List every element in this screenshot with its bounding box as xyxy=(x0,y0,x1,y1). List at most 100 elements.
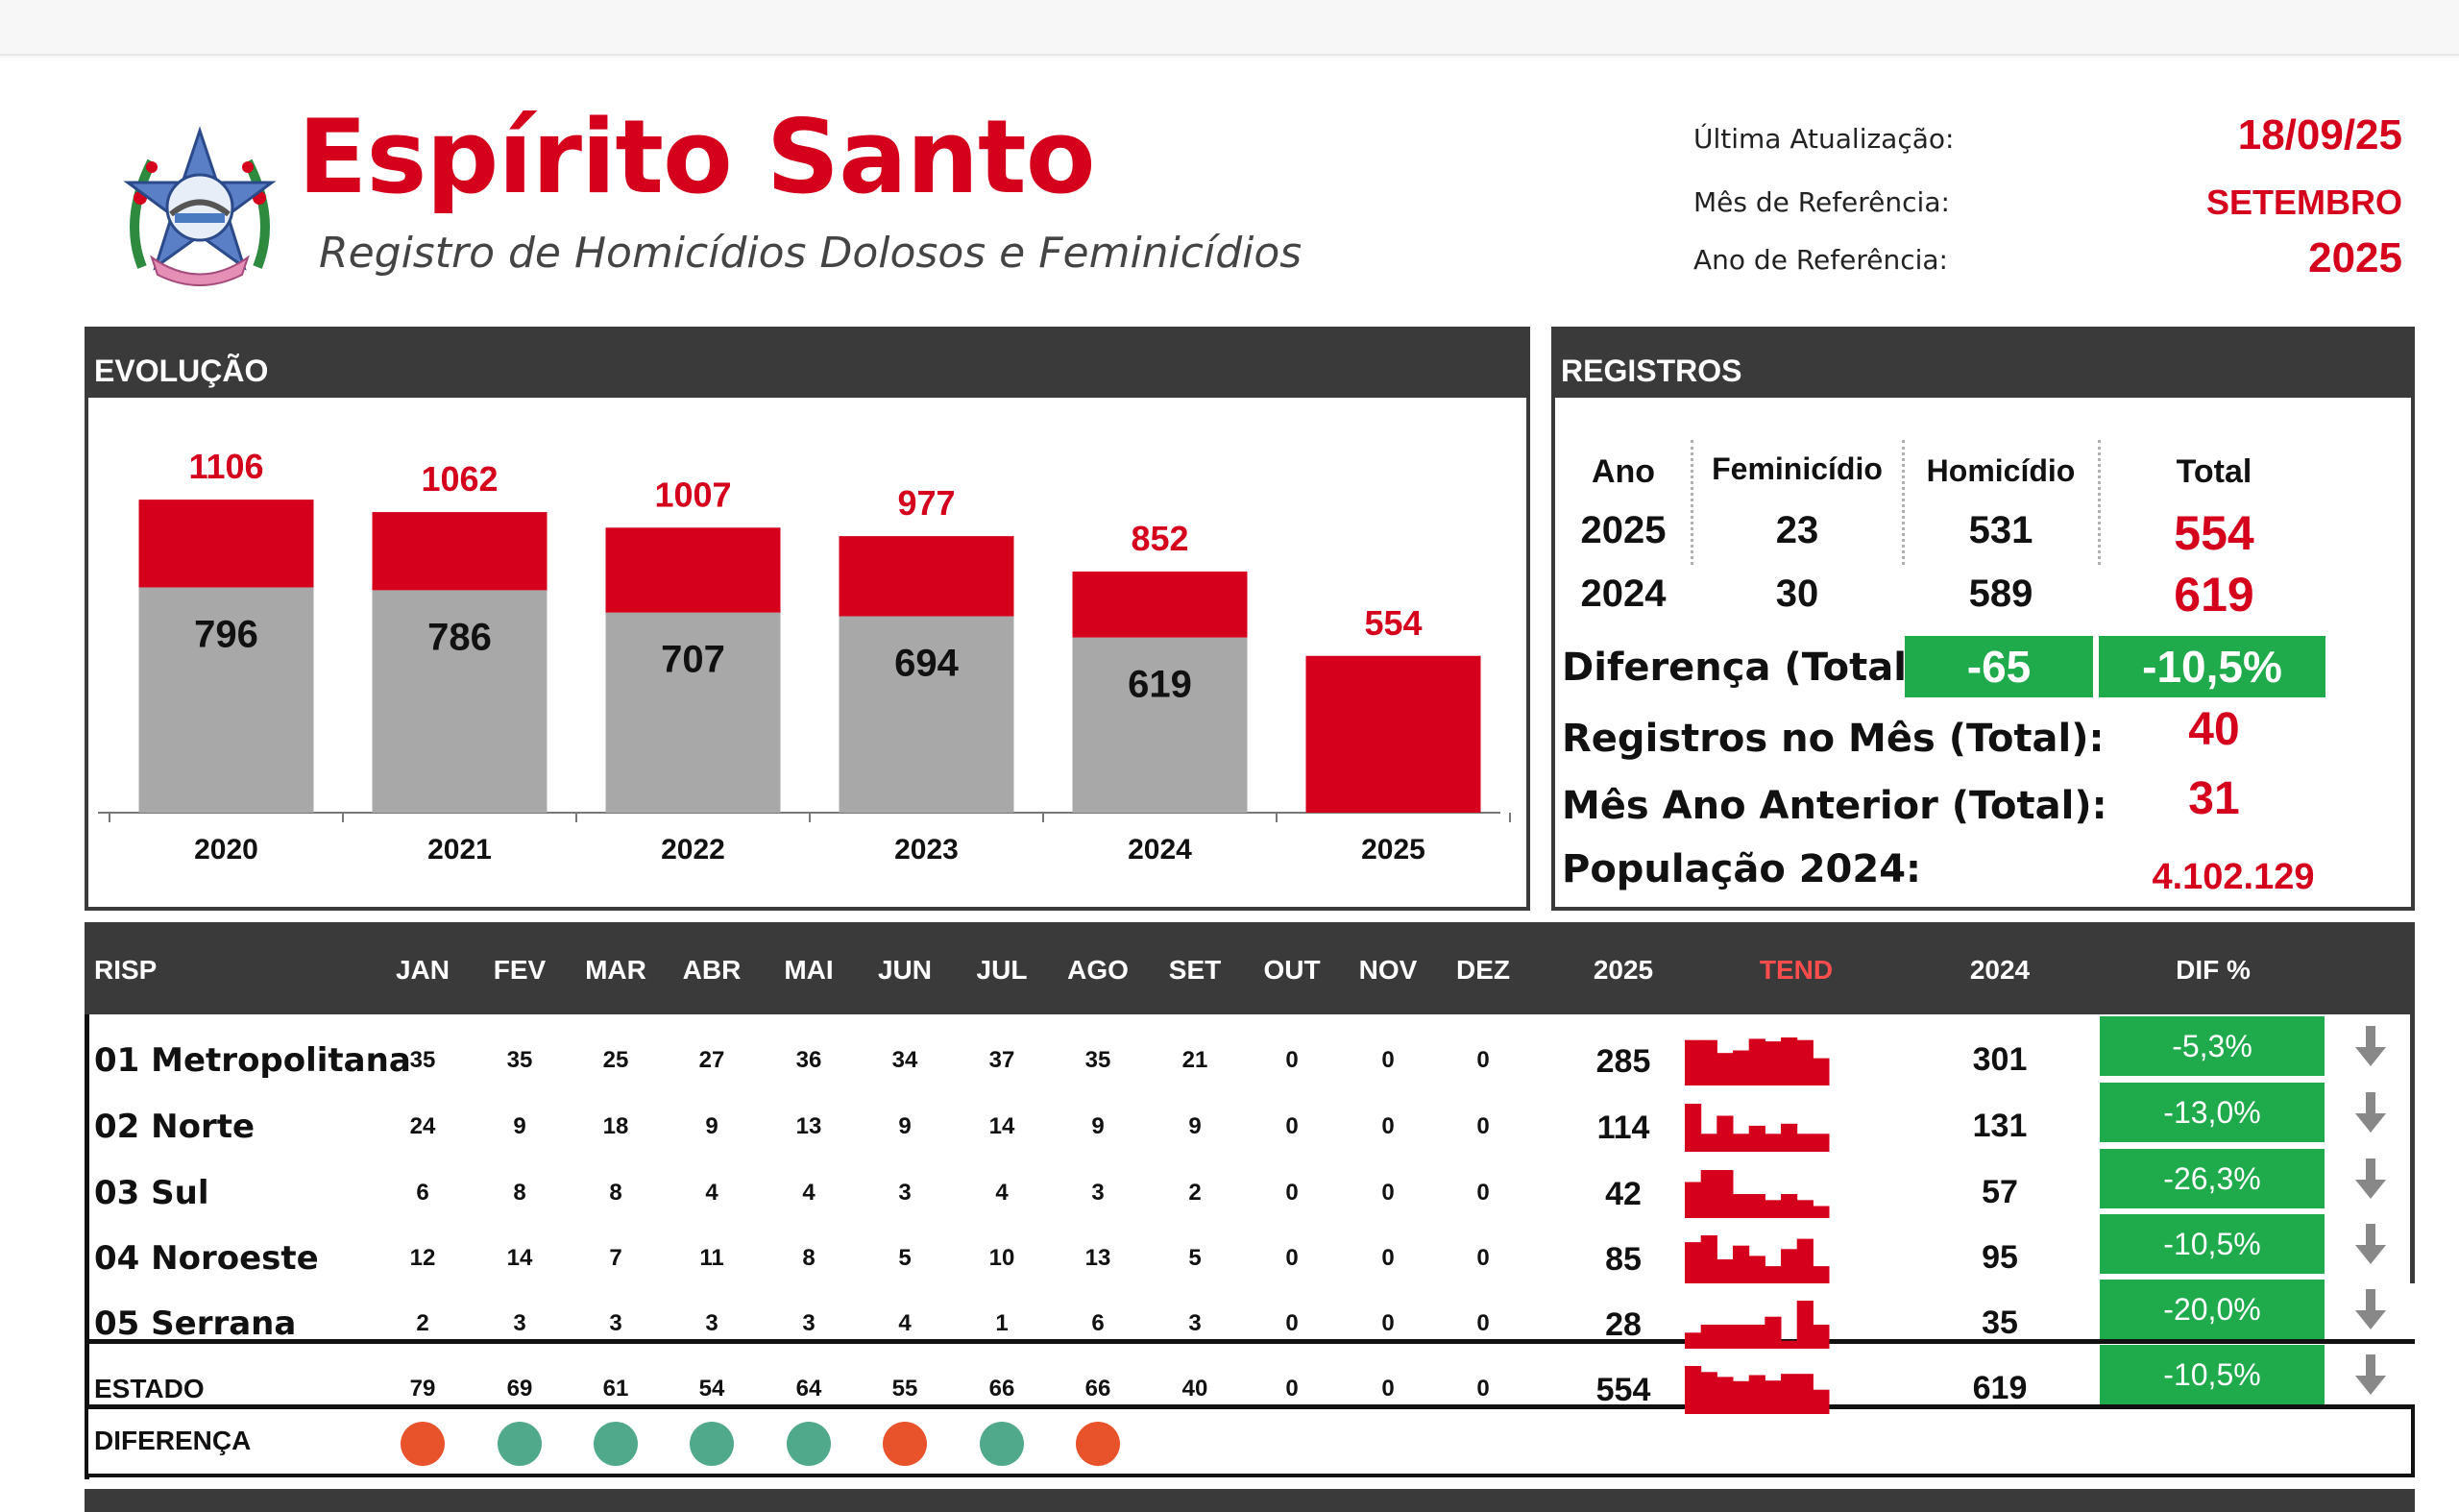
registros-header: REGISTROS xyxy=(1555,330,2411,398)
th-tend: TEND xyxy=(1759,955,1834,985)
table-cell-month: 3 xyxy=(513,1310,526,1336)
tend-bar xyxy=(1765,1134,1782,1152)
dif-badge: -20,0% xyxy=(2100,1280,2325,1339)
th-month: NOV xyxy=(1358,955,1418,985)
dif-badge: -10,5% xyxy=(2100,1345,2325,1404)
tend-bar xyxy=(1765,1266,1782,1283)
table-cell-month: 2 xyxy=(1188,1180,1202,1206)
table-cell-month: 3 xyxy=(609,1310,622,1336)
th-month: MAR xyxy=(585,955,646,985)
x-tick-label: 2024 xyxy=(1128,834,1192,866)
tend-bar xyxy=(1716,1115,1734,1152)
table-cell-month: 1 xyxy=(995,1310,1009,1336)
diferenca-abs-badge: -65 xyxy=(1905,636,2093,697)
reg-row-ano: 2024 xyxy=(1580,573,1667,615)
tend-bar xyxy=(1700,1170,1717,1218)
table-cell-2024: 35 xyxy=(1982,1305,2018,1341)
evolucao-header: EVOLUÇÃO xyxy=(88,330,1526,398)
table-cell-month: 35 xyxy=(409,1047,436,1073)
evolucao-chart: 796 1106 2020 786 1062 2021 707 1007 2022 694 977 2… xyxy=(98,447,1511,866)
populacao-label: População 2024: xyxy=(1562,847,1922,891)
divider-dotted xyxy=(1691,440,1693,565)
table-cell-2024: 301 xyxy=(1972,1041,2028,1078)
table-cell-month: 0 xyxy=(1285,1180,1299,1206)
bar-segment-top xyxy=(1305,655,1481,813)
tend-bar xyxy=(1813,1389,1830,1414)
tend-bar xyxy=(1796,1200,1814,1218)
diferenca-pct-badge: -10,5% xyxy=(2099,636,2325,697)
col-homicidio: Homicídio xyxy=(1926,453,2076,488)
ref-year-label: Ano de Referência: xyxy=(1693,244,1948,276)
tend-bar xyxy=(1748,1125,1765,1152)
reg-row-feminicidio: 23 xyxy=(1775,509,1819,551)
arrow-down-icon xyxy=(2355,1289,2386,1329)
table-cell-month: 12 xyxy=(409,1245,436,1271)
reg-row-homicidio: 531 xyxy=(1968,509,2033,551)
bar-segment-top xyxy=(138,500,314,588)
table-cell-month: 0 xyxy=(1381,1245,1395,1271)
page-subtitle: Registro de Homicídios Dolosos e Feminic… xyxy=(319,229,1303,278)
tend-bar xyxy=(1748,1256,1765,1283)
bar-total-label: 852 xyxy=(1131,519,1188,558)
table-cell-month: 4 xyxy=(705,1180,718,1206)
table-cell-month: 0 xyxy=(1285,1047,1299,1073)
reg-row-ano: 2025 xyxy=(1580,509,1667,551)
table-cell-month: 61 xyxy=(602,1376,629,1402)
tend-bar xyxy=(1733,1134,1750,1152)
tend-bar xyxy=(1748,1194,1765,1218)
tend-bar xyxy=(1781,1249,1798,1283)
arrow-down-icon xyxy=(2355,1354,2386,1395)
table-cell-month: 4 xyxy=(802,1180,816,1206)
table-cell-month: 0 xyxy=(1285,1245,1299,1271)
th-month: ABR xyxy=(682,955,742,985)
table-cell-month: 3 xyxy=(1091,1180,1105,1206)
reg-row-total: 554 xyxy=(2174,506,2254,560)
status-dot xyxy=(594,1422,638,1466)
table-cell-2025: 42 xyxy=(1605,1176,1642,1212)
table-cell-month: 9 xyxy=(705,1113,718,1139)
arrow-down-icon xyxy=(2355,1224,2386,1264)
table-cell-2025: 114 xyxy=(1596,1110,1650,1146)
table-cell-month: 3 xyxy=(1188,1310,1202,1336)
mes-value: 40 xyxy=(2188,704,2240,755)
tend-bar xyxy=(1733,1325,1750,1349)
tend-bar xyxy=(1733,1245,1750,1283)
tend-bar xyxy=(1813,1058,1830,1085)
diferenca-row xyxy=(85,1404,2415,1477)
table-cell-month: 9 xyxy=(513,1113,526,1139)
bar-value-label: 619 xyxy=(1128,664,1192,706)
table-cell-month: 36 xyxy=(795,1047,822,1073)
table-right-border xyxy=(2410,1014,2415,1283)
bar-segment-base xyxy=(372,590,548,813)
tend-bar xyxy=(1700,1039,1717,1085)
col-ano: Ano xyxy=(1591,453,1656,490)
tend-bar xyxy=(1716,1325,1734,1349)
table-row-name: 01 Metropolitana xyxy=(94,1041,411,1080)
window-top-bar xyxy=(0,0,2459,56)
arrow-down-icon xyxy=(2355,1092,2386,1133)
tend-bar xyxy=(1685,1242,1702,1283)
reg-row-homicidio: 589 xyxy=(1968,573,2033,615)
tend-bar xyxy=(1700,1325,1717,1349)
table-cell-month: 14 xyxy=(506,1245,533,1271)
tend-bar xyxy=(1685,1366,1702,1414)
tend-bar xyxy=(1781,1123,1798,1152)
status-dot xyxy=(401,1422,445,1466)
last-update-label: Última Atualização: xyxy=(1693,123,1955,155)
table-cell-2024: 95 xyxy=(1982,1239,2018,1276)
bar-total-label: 1062 xyxy=(421,459,498,499)
col-total: Total xyxy=(2176,453,2252,490)
bar-total-label: 977 xyxy=(897,483,955,523)
th-month: JUL xyxy=(976,955,1028,985)
dif-badge: -13,0% xyxy=(2100,1083,2325,1142)
tend-sparkline xyxy=(1685,1170,1830,1218)
mes-label: Registros no Mês (Total): xyxy=(1562,717,2105,761)
evolucao-title: EVOLUÇÃO xyxy=(94,354,269,388)
col-feminicidio: Feminicídio xyxy=(1712,451,1883,486)
tend-bar xyxy=(1700,1372,1717,1414)
tend-bar xyxy=(1685,1332,1702,1349)
page-title: Espírito Santo xyxy=(298,98,1096,216)
tend-sparkline xyxy=(1685,1037,1830,1085)
table-row-name: 03 Sul xyxy=(94,1174,209,1212)
table-cell-month: 66 xyxy=(1084,1376,1111,1402)
